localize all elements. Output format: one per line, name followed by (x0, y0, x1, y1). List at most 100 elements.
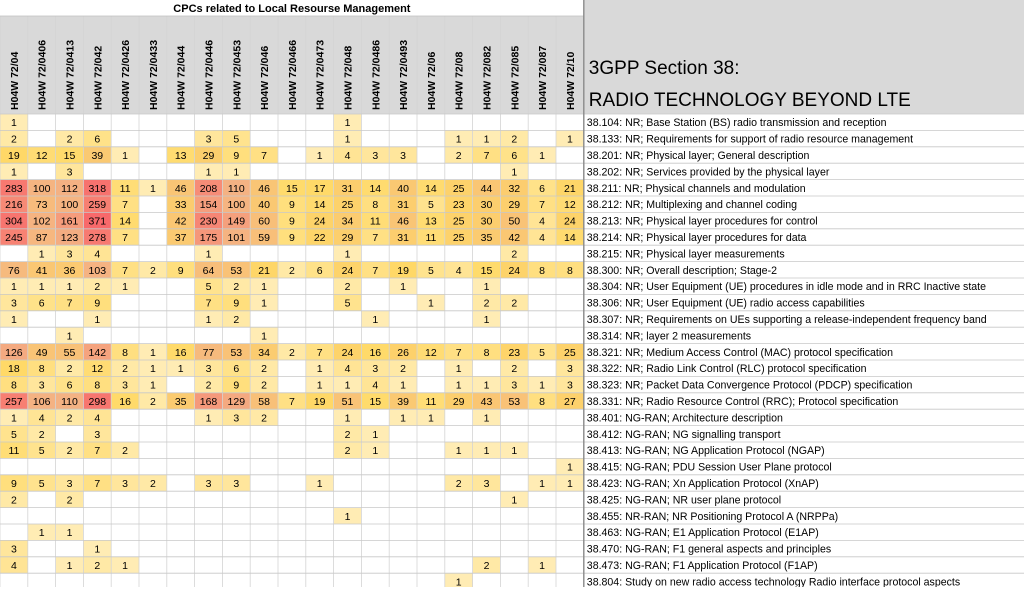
heatmap-cell (27, 409, 56, 426)
heatmap-cell (83, 360, 112, 377)
cell-value: 21 (258, 265, 270, 277)
heatmap-cell (0, 212, 28, 229)
cell-value: 100 (61, 199, 79, 211)
cell-value: 2 (150, 265, 156, 277)
cell-value: 27 (564, 396, 576, 408)
cell-value: 24 (508, 265, 520, 277)
heatmap-cell (305, 196, 334, 213)
cell-value: 6 (39, 298, 45, 310)
cell-value: 25 (342, 199, 354, 211)
cell-value: 110 (228, 183, 245, 195)
cell-value: 14 (314, 199, 326, 211)
heatmap-cell (556, 474, 584, 492)
heatmap-cell (55, 392, 84, 410)
cell-value: 1 (261, 298, 267, 310)
cell-value: 64 (203, 265, 215, 277)
cell-value: 8 (484, 347, 490, 359)
row-label: 38.202: NR; Services provided by the phy… (587, 166, 830, 178)
heatmap-cell (278, 228, 306, 246)
cell-value: 46 (397, 216, 409, 228)
cell-value: 2 (511, 298, 517, 310)
row-label: 38.413: NG-RAN; NG Application Protocol … (587, 445, 825, 457)
heatmap-cell (222, 360, 251, 377)
row-label: 38.201: NR; Physical layer; General desc… (587, 150, 810, 162)
cell-value: 8 (11, 380, 17, 392)
cell-value: 39 (397, 396, 409, 408)
cell-value: 7 (539, 199, 545, 211)
cell-value: 11 (370, 216, 381, 228)
heatmap-cell (83, 179, 112, 196)
heatmap-cell (417, 179, 445, 196)
cell-value: 2 (67, 363, 73, 375)
cell-value: 1 (11, 281, 17, 293)
heatmap-cell (500, 163, 529, 180)
cell-value: 46 (175, 183, 187, 195)
cell-value: 35 (481, 232, 493, 244)
cell-value: 278 (89, 232, 107, 244)
cell-value: 110 (61, 396, 78, 408)
heatmap-cell (500, 228, 529, 246)
heatmap-cell (333, 114, 362, 131)
cell-value: 4 (94, 412, 100, 424)
cell-value: 103 (89, 265, 107, 277)
cell-value: 9 (233, 298, 239, 310)
column-label: H04W 72/0493 (398, 40, 410, 110)
cell-value: 3 (400, 150, 406, 162)
heatmap-cell (556, 212, 584, 229)
cell-value: 34 (258, 347, 270, 359)
heatmap-cell (27, 524, 56, 541)
cell-value: 1 (484, 412, 490, 424)
heatmap-cell (166, 360, 195, 377)
cell-value: 7 (122, 265, 128, 277)
cell-value: 7 (206, 298, 212, 310)
title-band (0, 0, 584, 16)
column-label: H04W 72/0466 (287, 40, 299, 110)
column-label: H04W 72/046 (259, 46, 271, 110)
heatmap-cell (139, 179, 167, 196)
cell-value: 5 (233, 134, 239, 146)
cell-value: 39 (91, 150, 103, 162)
heatmap-cell (139, 343, 167, 360)
cell-value: 33 (175, 199, 187, 211)
cell-value: 1 (39, 281, 45, 293)
cell-value: 18 (8, 363, 20, 375)
cell-value: 4 (94, 248, 100, 260)
heatmap-cell (55, 179, 84, 196)
heatmap-cell (444, 179, 473, 196)
cell-value: 7 (372, 232, 378, 244)
heatmap-cell (27, 261, 56, 278)
cell-value: 16 (175, 347, 187, 359)
heatmap-cell (27, 392, 56, 410)
section-title-line-1: 3GPP Section 38: (589, 58, 740, 79)
heatmap-cell (250, 278, 278, 295)
row-label: 38.331: NR; Radio Resource Control (RRC)… (587, 396, 899, 408)
cell-value: 142 (89, 347, 107, 359)
heatmap-cell (55, 212, 84, 229)
column-label: H04W 72/08 (454, 51, 466, 110)
heatmap-cell (250, 409, 278, 426)
row-label: 38.470: NG-RAN; F1 general aspects and p… (587, 544, 831, 556)
heatmap-cell (250, 360, 278, 377)
cell-value: 14 (564, 232, 576, 244)
column-label: H04W 72/0486 (370, 40, 382, 110)
row-label: 38.104: NR; Base Station (BS) radio tran… (587, 117, 887, 129)
heatmap-cell (111, 343, 139, 360)
heatmap-cell (333, 179, 362, 196)
heatmap-cell (500, 261, 529, 278)
heatmap-cell (222, 130, 251, 147)
heatmap-cell (333, 228, 362, 246)
cell-value: 73 (36, 199, 48, 211)
heatmap-cell (361, 425, 390, 442)
cell-value: 13 (175, 150, 187, 162)
cell-value: 31 (397, 232, 409, 244)
cell-value: 53 (508, 396, 520, 408)
heatmap-cell (55, 130, 84, 147)
cell-value: 8 (122, 347, 128, 359)
heatmap-cell (417, 409, 445, 426)
heatmap-cell (55, 278, 84, 295)
heatmap-cell (250, 392, 278, 410)
cell-value: 8 (539, 396, 545, 408)
heatmap-cell (472, 179, 501, 196)
heatmap-cell (444, 261, 473, 278)
cell-value: 3 (94, 429, 100, 441)
